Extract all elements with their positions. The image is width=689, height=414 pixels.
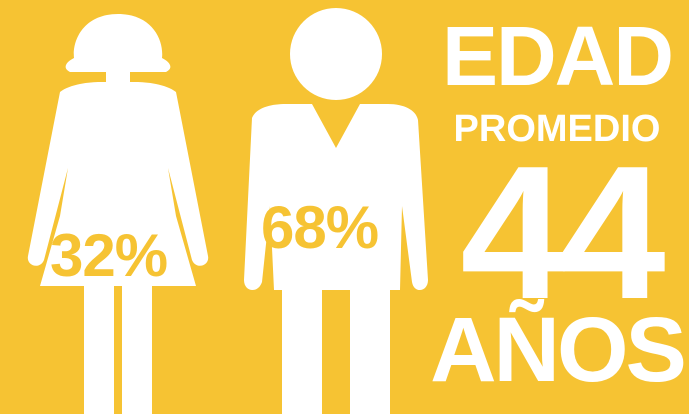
male-torso (244, 104, 428, 291)
male-head (290, 8, 382, 100)
female-percent-label: 32% (50, 222, 168, 289)
female-head (65, 14, 171, 72)
female-figure-icon (27, 14, 209, 414)
average-age-number: 44 (460, 127, 665, 339)
headline-edad: EDAD (441, 9, 674, 103)
female-torso (27, 82, 209, 286)
headline-promedio: PROMEDIO (453, 108, 661, 150)
male-figure-icon (244, 8, 428, 414)
male-percent-label: 68% (261, 194, 379, 261)
headline-anos: AÑOS (430, 299, 687, 401)
